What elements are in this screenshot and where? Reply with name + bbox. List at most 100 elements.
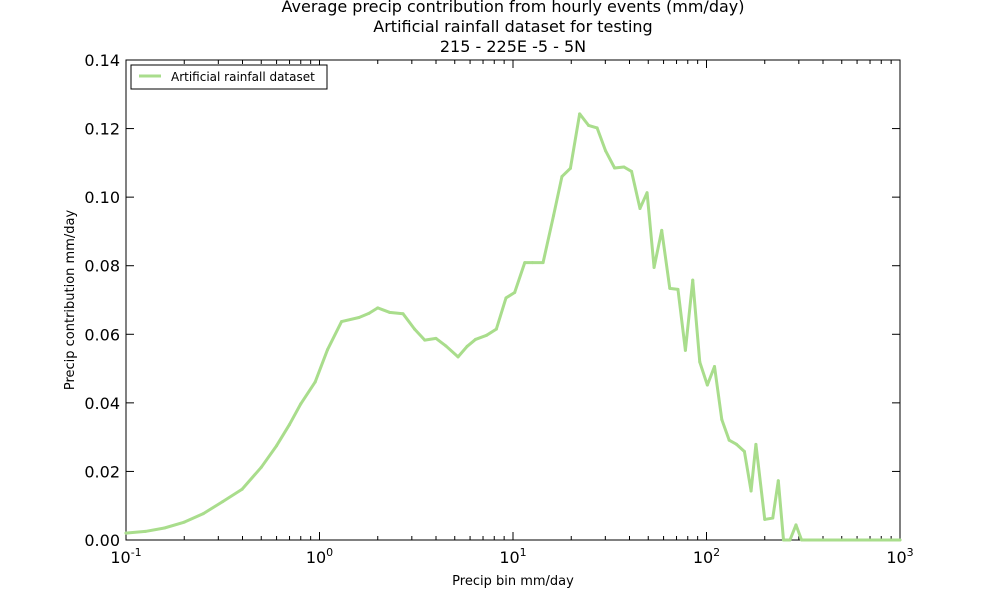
data-point: [691, 278, 695, 282]
y-tick-label: 0.02: [84, 462, 120, 481]
data-point: [788, 538, 792, 542]
data-point: [879, 538, 883, 542]
y-tick-label: 0.06: [84, 325, 120, 344]
data-point: [275, 444, 279, 448]
data-point: [494, 327, 498, 331]
data-point: [821, 538, 825, 542]
data-point: [434, 336, 438, 340]
data-point: [357, 315, 361, 319]
x-tick-label: 10-1: [110, 546, 141, 567]
data-point: [568, 166, 572, 170]
data-point: [776, 479, 780, 483]
data-point: [162, 526, 166, 530]
x-tick-label: 103: [886, 546, 913, 567]
data-point: [771, 516, 775, 520]
data-point: [713, 365, 717, 369]
y-tick-label: 0.10: [84, 188, 120, 207]
data-point: [485, 333, 489, 337]
data-point: [523, 261, 527, 265]
data-point: [660, 228, 664, 232]
data-point: [578, 112, 582, 116]
data-point: [868, 538, 872, 542]
data-point: [201, 512, 205, 516]
data-point: [652, 265, 656, 269]
data-point: [413, 327, 417, 331]
data-point: [313, 380, 317, 384]
data-point: [587, 123, 591, 127]
data-point: [889, 538, 893, 542]
data-point: [465, 344, 469, 348]
legend: Artificial rainfall dataset: [130, 64, 328, 90]
y-tick-labels: 0.00 0.02 0.04 0.06 0.08 0.10 0.12 0.14: [84, 51, 120, 550]
data-point: [630, 169, 634, 173]
series-group: [124, 112, 902, 542]
data-point: [124, 531, 128, 535]
data-point: [604, 149, 608, 153]
data-point: [855, 538, 859, 542]
x-tick-labels: 10-1 100 101 102 103: [110, 546, 913, 567]
data-point: [560, 175, 564, 179]
data-point: [423, 338, 427, 342]
data-point: [754, 442, 758, 446]
data-point: [683, 348, 687, 352]
data-point: [763, 517, 767, 521]
data-point: [898, 538, 902, 542]
data-point: [504, 296, 508, 300]
y-tick-label: 0.14: [84, 51, 120, 70]
y-tick-label: 0.00: [84, 531, 120, 550]
chart-title-line-2: Artificial rainfall dataset for testing: [373, 17, 652, 36]
data-point: [259, 465, 263, 469]
data-point: [530, 261, 534, 265]
plot-area-frame: [125, 59, 901, 541]
data-point: [668, 286, 672, 290]
y-tick-label: 0.08: [84, 257, 120, 276]
data-point: [727, 438, 731, 442]
y-tick-label: 0.12: [84, 120, 120, 139]
data-point: [735, 442, 739, 446]
data-point: [676, 287, 680, 291]
data-point: [288, 422, 292, 426]
data-point: [794, 523, 798, 527]
data-point: [552, 214, 556, 218]
data-point: [513, 290, 517, 294]
chart-title-line-3: 215 - 225E -5 - 5N: [440, 37, 586, 56]
data-point: [613, 166, 617, 170]
data-point: [782, 538, 785, 542]
data-point: [299, 402, 303, 406]
data-point: [595, 126, 599, 130]
data-point: [401, 312, 405, 316]
data-point: [240, 487, 244, 491]
data-point: [638, 206, 642, 210]
data-point: [376, 306, 380, 310]
data-point: [840, 538, 844, 542]
data-point: [622, 165, 626, 169]
data-point: [367, 311, 371, 315]
data-point: [340, 320, 344, 324]
data-point: [444, 344, 448, 348]
data-point: [474, 337, 477, 341]
x-tick-label: 102: [693, 546, 720, 567]
x-axis-label: Precip bin mm/day: [452, 574, 574, 589]
data-point: [645, 191, 649, 195]
data-point: [807, 538, 811, 542]
legend-box: [130, 64, 328, 90]
data-point: [221, 500, 225, 504]
axis-ticks: [125, 59, 901, 541]
data-point: [541, 261, 545, 265]
data-point: [742, 450, 746, 454]
legend-label: Artificial rainfall dataset: [171, 70, 315, 84]
x-tick-label: 101: [499, 546, 526, 567]
data-point: [698, 360, 702, 364]
data-point: [749, 489, 753, 493]
data-point: [387, 310, 391, 314]
data-point: [326, 348, 330, 352]
data-point: [720, 418, 724, 422]
data-point: [705, 383, 709, 387]
chart-title-line-1: Average precip contribution from hourly …: [282, 0, 745, 16]
series-line: [124, 112, 902, 542]
y-axis-label: Precip contribution mm/day: [63, 210, 78, 391]
data-point: [456, 355, 460, 359]
y-tick-label: 0.04: [84, 394, 120, 413]
